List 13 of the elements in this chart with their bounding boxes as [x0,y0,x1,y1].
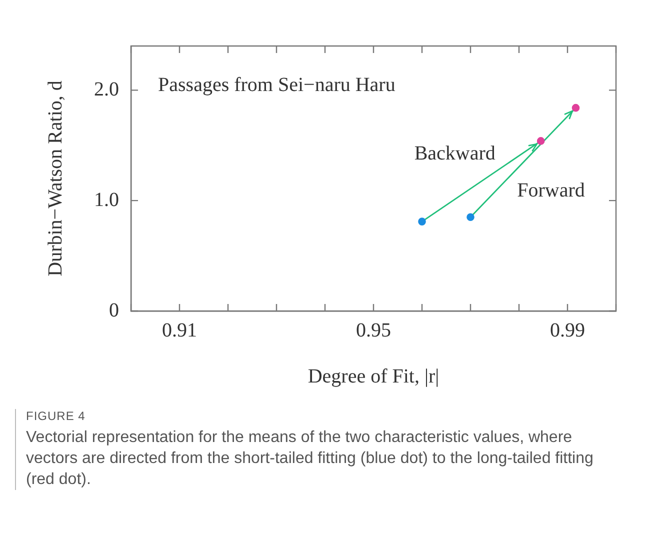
y-tick-label: 2.0 [94,78,119,100]
x-axis-title: Degree of Fit, |r| [308,365,440,388]
legend-label: Backward [414,142,496,164]
caption: FIGURE 4 [26,409,86,423]
text: Vectorial representation for the means of the two characteristic values, where vectors are directed from the short-tailed fitting (blue dot) to the long-tailed fitting (red dot). [26,428,594,490]
y-axis-title: Durbin−Watson Ratio, d [44,80,66,276]
x-tick-label: 0.91 [162,319,197,342]
series-label: Forward [517,179,585,202]
y-tick-label: 1.0 [94,188,119,211]
text: Passages from Sei−naru Haru [158,74,396,96]
x-tick-label: 0.95 [356,319,391,342]
x-tick-label: 0.99 [550,319,585,342]
y-tick-label: 0 [109,299,119,322]
